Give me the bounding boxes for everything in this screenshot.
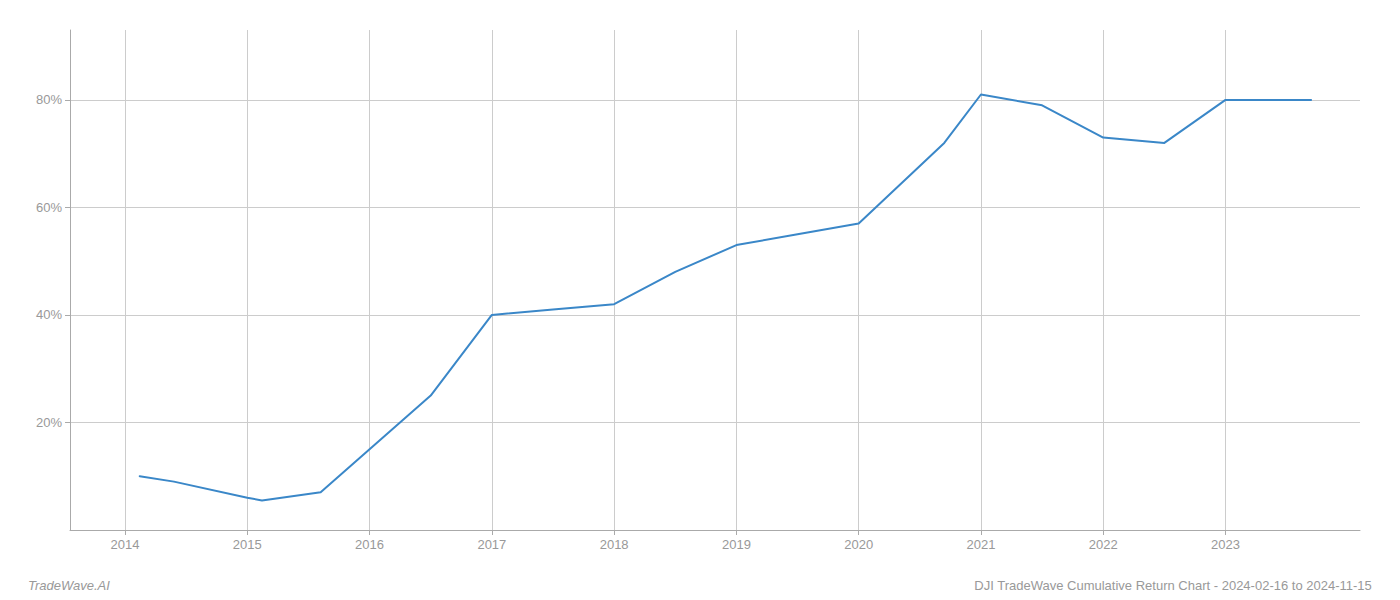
svg-text:2014: 2014 bbox=[111, 537, 140, 552]
svg-text:80%: 80% bbox=[36, 92, 62, 107]
svg-text:2017: 2017 bbox=[477, 537, 506, 552]
svg-text:60%: 60% bbox=[36, 200, 62, 215]
svg-text:2018: 2018 bbox=[600, 537, 629, 552]
svg-text:DJI TradeWave Cumulative Retur: DJI TradeWave Cumulative Return Chart - … bbox=[974, 578, 1371, 593]
svg-text:2023: 2023 bbox=[1211, 537, 1240, 552]
svg-text:2022: 2022 bbox=[1089, 537, 1118, 552]
svg-text:20%: 20% bbox=[36, 415, 62, 430]
svg-text:2016: 2016 bbox=[355, 537, 384, 552]
svg-text:2015: 2015 bbox=[233, 537, 262, 552]
svg-text:40%: 40% bbox=[36, 307, 62, 322]
svg-text:TradeWave.AI: TradeWave.AI bbox=[28, 578, 110, 593]
svg-text:2019: 2019 bbox=[722, 537, 751, 552]
svg-text:2020: 2020 bbox=[844, 537, 873, 552]
svg-text:2021: 2021 bbox=[966, 537, 995, 552]
